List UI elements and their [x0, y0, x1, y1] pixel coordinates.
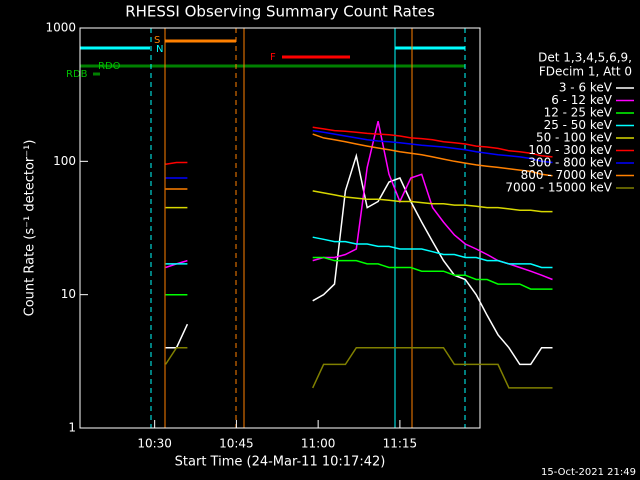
series-line	[164, 346, 553, 389]
legend-label: 100 - 300 keV	[528, 143, 612, 157]
x-tick-label: 11:15	[383, 437, 418, 451]
legend-label: 3 - 6 keV	[559, 81, 613, 95]
status-bars	[79, 28, 466, 428]
timestamp: 15-Oct-2021 21:49	[541, 467, 636, 478]
x-axis-label: Start Time (24-Mar-11 10:17:42)	[175, 455, 386, 470]
y-tick-label: 100	[53, 154, 76, 168]
legend-label: 25 - 50 keV	[544, 118, 613, 132]
x-tick-label: 10:30	[137, 437, 172, 451]
legend-header: Det 1,3,4,5,6,9,	[538, 51, 632, 65]
legend-label: 300 - 800 keV	[528, 156, 612, 170]
series-line	[165, 190, 553, 213]
series-line	[165, 133, 553, 190]
series-line	[165, 126, 553, 166]
chart-title: RHESSI Observing Summary Count Rates	[125, 3, 435, 21]
plot-frame	[79, 27, 481, 429]
legend-label: 6 - 12 keV	[551, 93, 613, 107]
x-tick-label: 11:00	[301, 437, 336, 451]
annotation: RDB	[66, 69, 88, 80]
legend-label: 800 - 7000 keV	[521, 168, 613, 182]
series-line	[165, 236, 553, 269]
y-tick-label: 1000	[45, 21, 76, 35]
y-tick-label: 10	[61, 287, 76, 301]
legend-header: FDecim 1, Att 0	[539, 65, 632, 79]
annotation: RDO	[98, 61, 121, 72]
series-line	[165, 256, 553, 296]
legend-label: 12 - 25 keV	[544, 106, 613, 120]
annotation: N	[156, 44, 163, 55]
x-tick-label: 10:45	[219, 437, 254, 451]
annotation: F	[270, 52, 276, 63]
annotation: S	[154, 35, 160, 46]
series-line	[165, 129, 553, 179]
legend-label: 7000 - 15000 keV	[505, 181, 612, 195]
y-tick-label: 1	[68, 421, 76, 435]
y-axis-label: Count Rate (s⁻¹ detector⁻¹)	[23, 140, 38, 317]
legend-label: 50 - 100 keV	[536, 131, 613, 145]
